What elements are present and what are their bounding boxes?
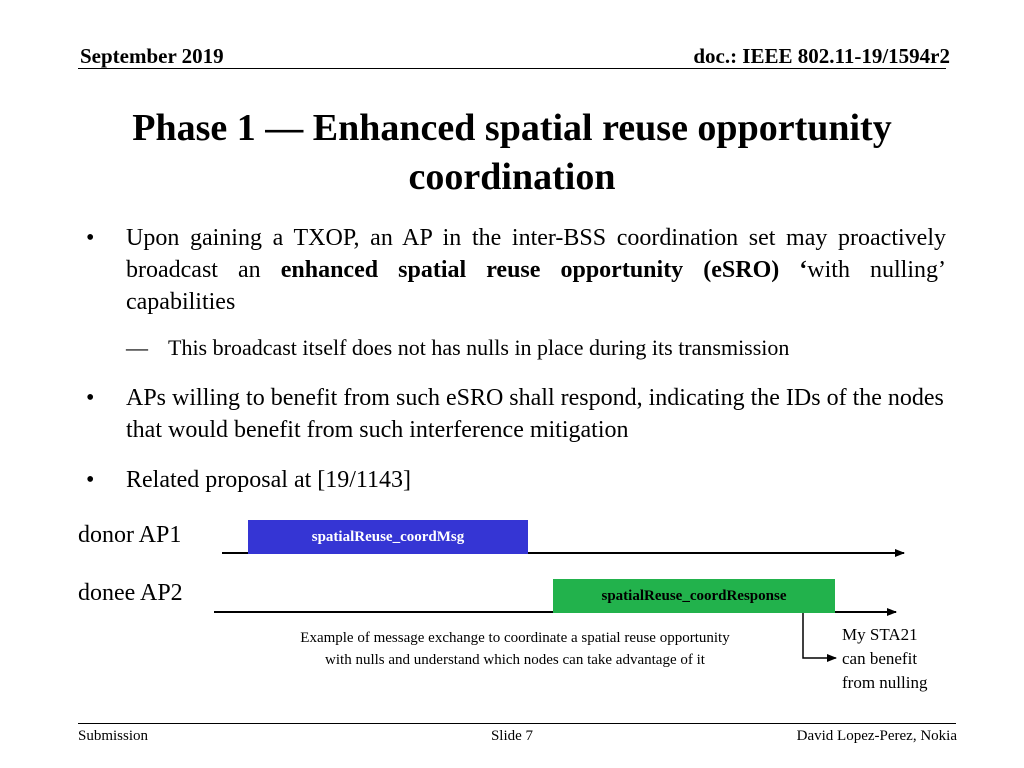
coord-msg-box: spatialReuse_coordMsg bbox=[248, 520, 528, 554]
slide-title-line-1: Phase 1 — Enhanced spatial reuse opportu… bbox=[132, 107, 892, 149]
footer-author: David Lopez-Perez, Nokia bbox=[796, 728, 957, 744]
bullet-1-text: Upon gaining a TXOP, an AP in the inter-… bbox=[126, 222, 946, 318]
coord-response-box: spatialReuse_coordResponse bbox=[553, 579, 835, 613]
bullet-marker: • bbox=[86, 467, 95, 493]
sta-note: My STA21 can benefit from nulling bbox=[842, 623, 927, 695]
sta-note-line-1: My STA21 bbox=[842, 625, 918, 644]
slide-title: Phase 1 — Enhanced spatial reuse opportu… bbox=[80, 104, 944, 202]
footer-slide-number: Slide 7 bbox=[490, 728, 534, 744]
sta-note-line-2: can benefit bbox=[842, 649, 918, 668]
lane-label-donee: donee AP2 bbox=[78, 580, 183, 606]
bullet-marker: • bbox=[86, 385, 95, 411]
caption-line-1: Example of message exchange to coordinat… bbox=[300, 630, 730, 646]
bullet-1-text-b: with nulling’ capabilities bbox=[126, 257, 947, 315]
lane-label-donor: donor AP1 bbox=[78, 522, 182, 548]
diagram-caption: Example of message exchange to coordinat… bbox=[250, 627, 780, 671]
slide-title-line-2: coordination bbox=[408, 156, 616, 198]
coord-msg-label: spatialReuse_coordMsg bbox=[311, 528, 465, 545]
header-doc-id: doc.: IEEE 802.11-19/1594r2 bbox=[693, 44, 950, 68]
header-date: September 2019 bbox=[80, 44, 224, 68]
sta-benefit-arrow bbox=[802, 612, 837, 662]
coord-response-label: spatialReuse_coordResponse bbox=[601, 587, 787, 604]
caption-line-2: with nulls and understand which nodes ca… bbox=[325, 652, 705, 668]
sta-note-line-3: from nulling bbox=[842, 673, 928, 692]
footer-submission: Submission bbox=[78, 728, 149, 744]
bullet-2-text: APs willing to benefit from such eSRO sh… bbox=[126, 385, 944, 443]
header-divider bbox=[78, 68, 946, 69]
footer-divider bbox=[78, 723, 956, 724]
bullet-1-bold: enhanced spatial reuse opportunity (eSRO… bbox=[280, 257, 808, 283]
bullet-3-text: Related proposal at [19/1143] bbox=[126, 467, 412, 493]
sub-bullet-dash: — bbox=[126, 335, 148, 360]
bullet-marker: • bbox=[86, 225, 95, 251]
bullet-1-text-a: Upon gaining a TXOP, an AP in the inter-… bbox=[126, 225, 946, 283]
sub-bullet-1: This broadcast itself does not has nulls… bbox=[168, 335, 790, 360]
